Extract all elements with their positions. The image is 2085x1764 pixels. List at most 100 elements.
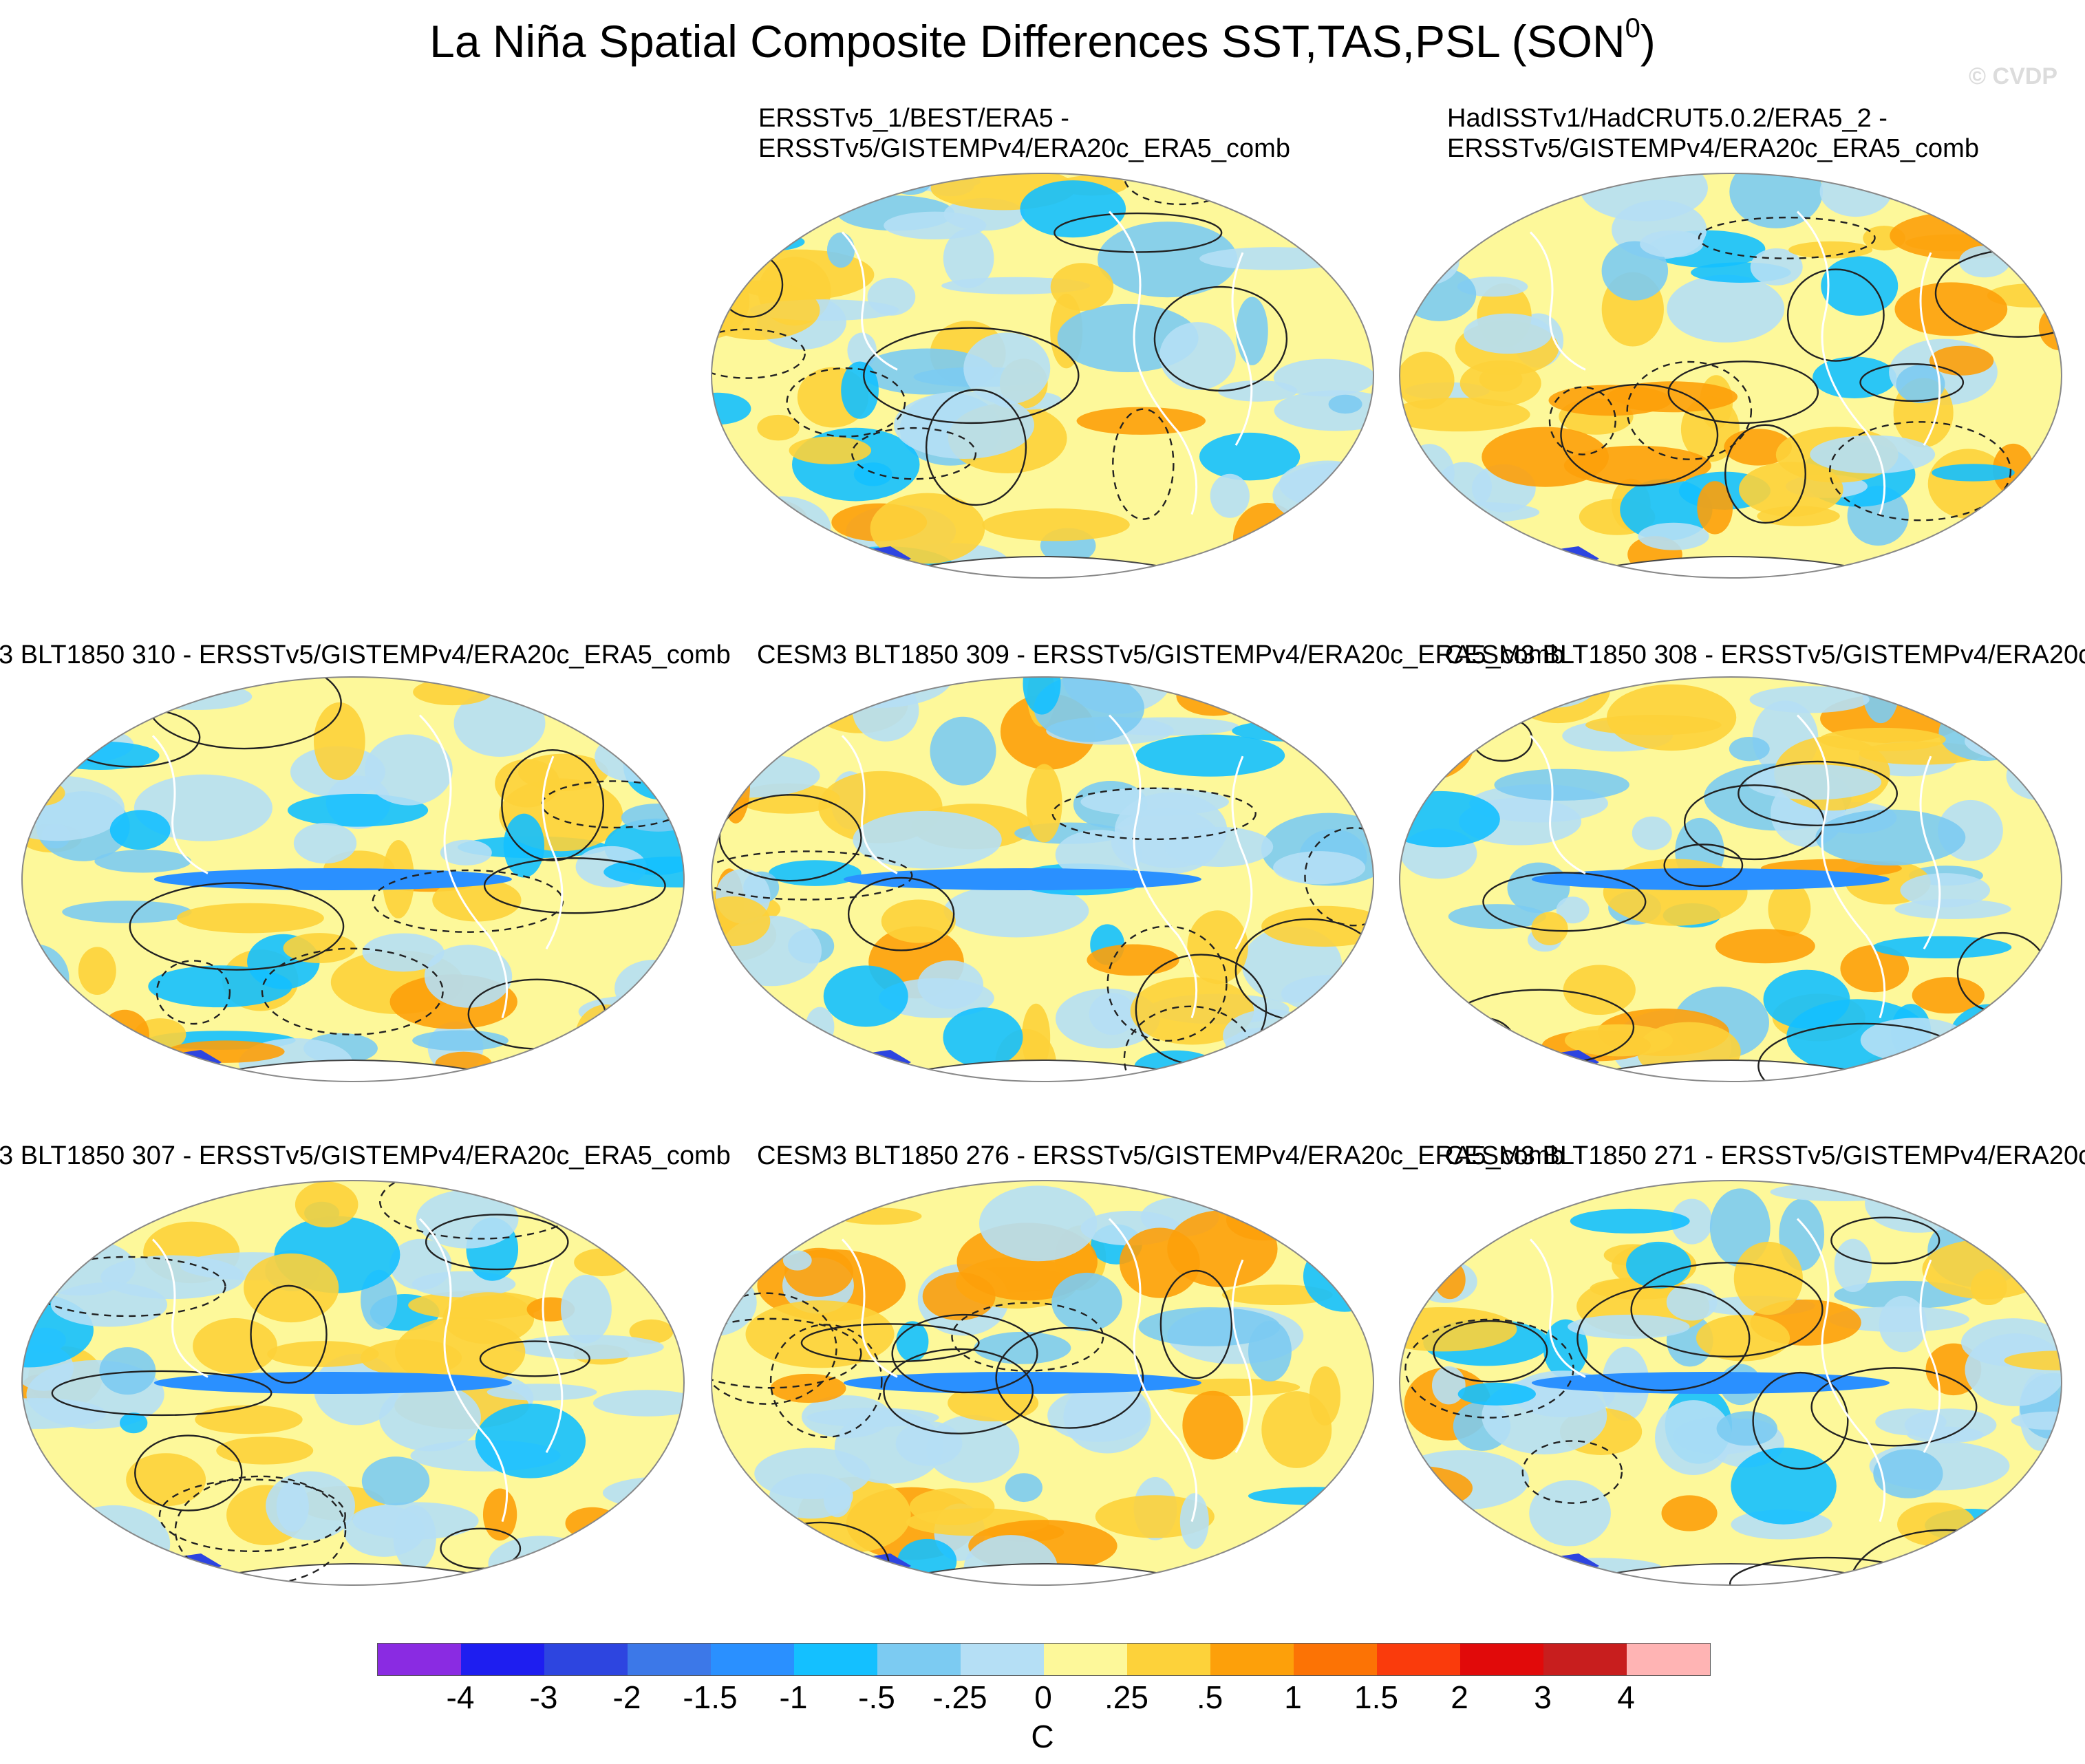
map-panel-p1 [709, 171, 1376, 581]
anomaly-patch [1810, 435, 1936, 474]
anomaly-patch [41, 741, 160, 770]
coastline [1529, 1238, 1586, 1378]
anomaly-patch [1879, 1295, 1927, 1353]
anomaly-patch [424, 945, 513, 1008]
anomaly-patch [486, 1384, 597, 1401]
psl-contour [174, 1475, 347, 1585]
anomaly-patch [770, 1373, 846, 1403]
colorbar-tick-label: .25 [1104, 1679, 1148, 1715]
anomaly-patch [1400, 1566, 1521, 1585]
anomaly-patch [1328, 394, 1362, 414]
anomaly-patch [1894, 282, 2008, 336]
psl-contour [1698, 216, 1876, 259]
psl-contour [1304, 827, 1373, 927]
colorbar-tick-label: 1 [1284, 1679, 1302, 1715]
anomaly-patch [195, 1405, 303, 1434]
anomaly-patch [119, 1412, 148, 1434]
anomaly-patch [1896, 365, 1945, 403]
equatorial-cold-tongue [843, 1372, 1201, 1394]
anomaly-patch [1221, 1284, 1333, 1306]
anomaly-patch [1023, 677, 1061, 715]
anomaly-patch [1900, 873, 1991, 907]
title-superscript: 0 [1625, 13, 1640, 43]
anomaly-patch [1138, 1307, 1281, 1346]
equatorial-cold-tongue [1531, 868, 1890, 890]
coastline [1529, 231, 1586, 371]
anomaly-patch [364, 734, 453, 806]
anomaly-patch [894, 391, 1034, 459]
anomaly-patch [1731, 1448, 1837, 1525]
anomaly-patch [712, 495, 754, 564]
anomaly-patch [1306, 1510, 1373, 1532]
map-outline [711, 173, 1374, 579]
anomaly-patch [853, 810, 1002, 869]
map-panel-p6 [19, 1178, 687, 1588]
anomaly-patch [1438, 549, 1517, 571]
coastline [1796, 714, 1886, 1019]
anomaly-patch [1261, 905, 1373, 947]
anomaly-patch [1494, 768, 1629, 801]
anomaly-patch [362, 933, 445, 972]
anomaly-patch [94, 850, 192, 873]
panel-title-p2: HadISSTv1/HadCRUT5.0.2/ERA5_2 - ERSSTv5/… [1447, 103, 1979, 164]
psl-contour [156, 960, 231, 1025]
anomaly-patch [1640, 230, 1704, 258]
colorbar-swatch [961, 1644, 1044, 1675]
anomaly-patch [1564, 1024, 1673, 1057]
map-outline [1399, 676, 2062, 1082]
anomaly-patch [361, 1456, 430, 1506]
anomaly-patch [1601, 241, 1669, 301]
anomaly-patch [1821, 256, 1899, 316]
panel-title-p1: ERSSTv5_1/BEST/ERA5 - ERSSTv5/GISTEMPv4/… [758, 103, 1290, 164]
psl-contour [129, 882, 345, 971]
psl-contour [1663, 843, 1744, 888]
world-map-svg [21, 1180, 685, 1586]
anomaly-patch [1746, 764, 1882, 800]
colorbar-tick-label: .5 [1196, 1679, 1223, 1715]
anomaly-patch [126, 1453, 206, 1507]
psl-contour [1452, 1017, 1519, 1082]
anomaly-patch [1051, 1272, 1122, 1332]
anomaly-patch [379, 1384, 481, 1452]
map-panel-p7 [709, 1178, 1376, 1588]
anomaly-patch [1929, 345, 1994, 376]
anomaly-patch [1400, 179, 1511, 244]
colorbar-swatch [1627, 1644, 1710, 1675]
colorbar-swatch [1044, 1644, 1127, 1675]
anomaly-patch [1400, 550, 1485, 568]
anomaly-patch [595, 732, 675, 782]
anomaly-patch [1400, 961, 1424, 1030]
anomaly-patch [1563, 965, 1636, 1015]
anomaly-patch [1312, 1181, 1373, 1214]
psl-contour [1521, 1440, 1623, 1504]
anomaly-patch [1418, 1037, 1507, 1082]
psl-contour [1106, 925, 1228, 1042]
anomaly-patch [1176, 677, 1251, 716]
anomaly-patch [1667, 275, 1785, 343]
psl-contour [501, 749, 605, 861]
anomaly-patch [751, 540, 828, 568]
anomaly-patch [1638, 522, 1709, 550]
anomaly-patch [176, 903, 324, 934]
anomaly-patch [891, 173, 931, 195]
anomaly-patch [352, 1502, 479, 1540]
map-outline [21, 1180, 685, 1586]
anomaly-patch [782, 1250, 812, 1271]
anomaly-patch [1529, 1480, 1611, 1547]
anomaly-patch [1479, 367, 1523, 392]
anomaly-patch [745, 1300, 895, 1368]
psl-contour [158, 1478, 346, 1552]
figure-title: La Niña Spatial Composite Differences SS… [0, 13, 2085, 67]
coastline [1796, 211, 1886, 515]
anomaly-patch [1076, 407, 1206, 435]
psl-contour [425, 1214, 569, 1271]
equatorial-cold-tongue [153, 1372, 512, 1394]
anomaly-patch [1768, 881, 1811, 937]
anomaly-patch [1130, 977, 1254, 1045]
anomaly-patch [917, 960, 984, 1009]
world-map-svg [711, 173, 1374, 579]
anomaly-patch [1098, 222, 1238, 298]
anomaly-patch [622, 1193, 684, 1242]
colorbar-swatch [1127, 1644, 1210, 1675]
anomaly-patch [1671, 1198, 1713, 1245]
